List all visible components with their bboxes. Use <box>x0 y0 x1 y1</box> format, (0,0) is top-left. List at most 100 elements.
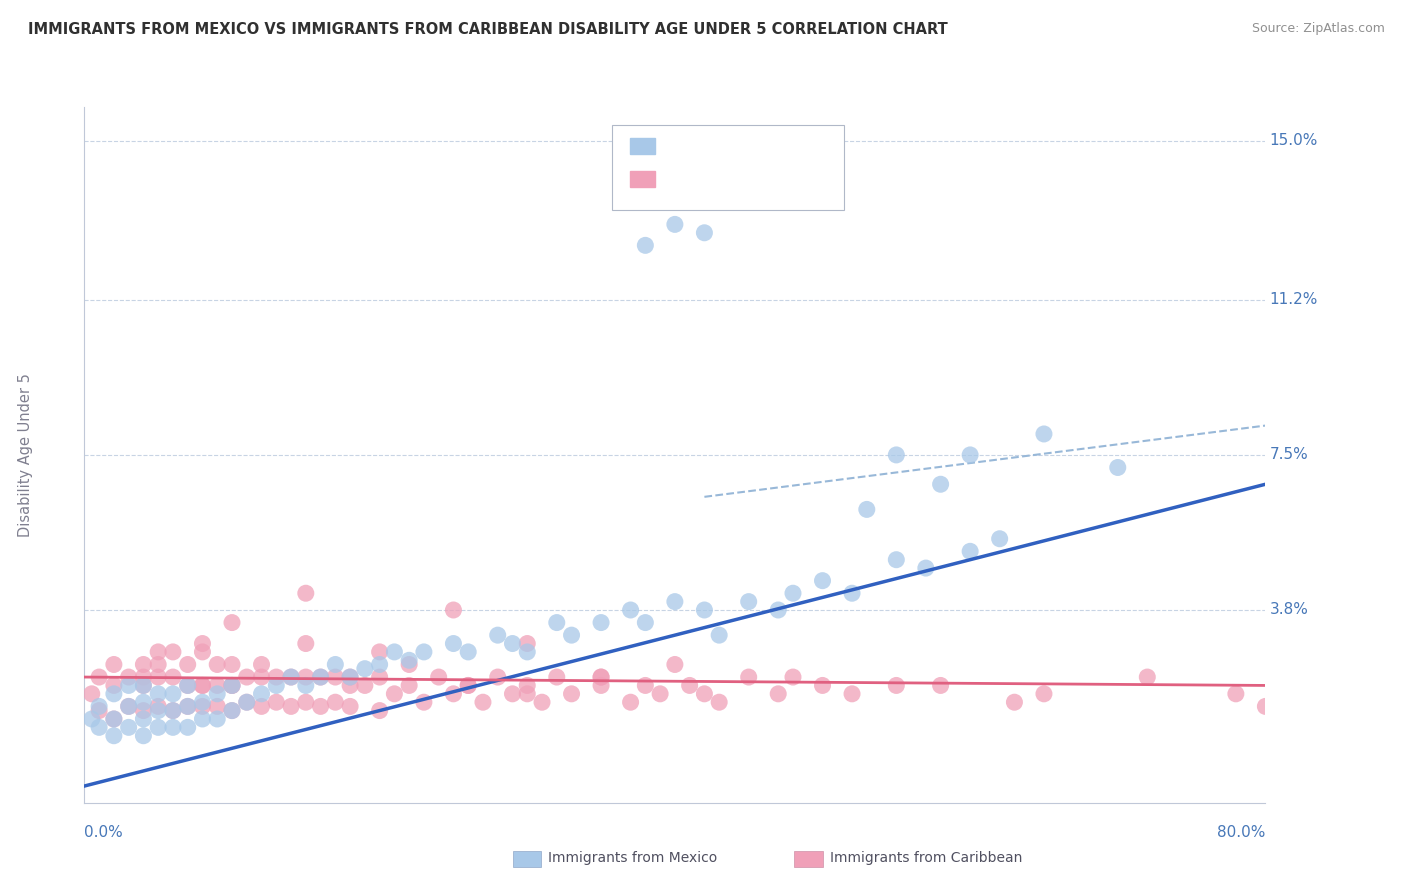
Point <box>191 678 214 692</box>
Text: 3.8%: 3.8% <box>1270 602 1309 617</box>
Point <box>132 729 155 743</box>
Point <box>132 657 155 672</box>
Point <box>221 678 243 692</box>
Point <box>693 226 716 240</box>
Point <box>619 603 641 617</box>
Text: 11.2%: 11.2% <box>1270 293 1317 308</box>
Point <box>191 678 214 692</box>
Point <box>103 678 125 692</box>
Text: 7.5%: 7.5% <box>1270 448 1309 462</box>
Point <box>398 657 420 672</box>
Point <box>886 552 908 566</box>
Point <box>221 704 243 718</box>
Point <box>339 678 361 692</box>
Point <box>221 678 243 692</box>
Text: R =  0.483   N = 87: R = 0.483 N = 87 <box>664 138 799 153</box>
Point <box>382 645 406 659</box>
Point <box>855 502 877 516</box>
Point <box>264 695 288 709</box>
Point <box>619 695 641 709</box>
Point <box>118 720 141 734</box>
Point <box>309 670 332 684</box>
Point <box>118 699 141 714</box>
Point <box>398 678 420 692</box>
Point <box>132 704 155 718</box>
Point <box>1254 699 1277 714</box>
Point <box>148 704 170 718</box>
Point <box>162 670 184 684</box>
Point <box>841 586 863 600</box>
Point <box>914 561 936 575</box>
Point <box>959 448 981 462</box>
Point <box>678 678 700 692</box>
Point <box>339 699 361 714</box>
Point <box>132 678 155 692</box>
Point <box>118 678 141 692</box>
Point <box>988 532 1011 546</box>
Point <box>1225 687 1247 701</box>
Point <box>693 687 716 701</box>
Point <box>457 678 479 692</box>
Point <box>1107 460 1129 475</box>
Point <box>103 712 125 726</box>
Point <box>80 712 103 726</box>
Point <box>205 678 228 692</box>
Point <box>530 695 553 709</box>
Point <box>546 615 568 630</box>
Point <box>118 670 141 684</box>
Point <box>354 678 377 692</box>
Point <box>177 657 200 672</box>
Point <box>191 636 214 650</box>
Point <box>148 720 170 734</box>
Point <box>162 645 184 659</box>
Point <box>441 687 464 701</box>
Point <box>457 678 479 692</box>
Point <box>103 657 125 672</box>
Point <box>959 544 981 558</box>
Point <box>516 678 538 692</box>
Point <box>738 594 761 608</box>
Point <box>782 670 804 684</box>
Text: 0.0%: 0.0% <box>84 825 124 840</box>
Point <box>591 670 613 684</box>
Point <box>250 687 273 701</box>
Point <box>132 695 155 709</box>
Text: IMMIGRANTS FROM MEXICO VS IMMIGRANTS FROM CARIBBEAN DISABILITY AGE UNDER 5 CORRE: IMMIGRANTS FROM MEXICO VS IMMIGRANTS FRO… <box>28 22 948 37</box>
Point <box>634 678 657 692</box>
Point <box>368 645 391 659</box>
Point <box>339 670 361 684</box>
Point <box>1032 427 1054 442</box>
Point <box>295 695 318 709</box>
Point <box>309 670 332 684</box>
Point <box>382 687 406 701</box>
Point <box>591 670 613 684</box>
Point <box>560 687 583 701</box>
Point <box>501 636 523 650</box>
Point <box>148 670 170 684</box>
Point <box>1004 695 1026 709</box>
Point <box>162 720 184 734</box>
Point <box>486 628 509 642</box>
Point <box>118 699 141 714</box>
Point <box>634 238 657 252</box>
Point <box>191 645 214 659</box>
Point <box>87 704 111 718</box>
Point <box>427 670 450 684</box>
Point <box>634 615 657 630</box>
Point <box>87 670 111 684</box>
Point <box>221 657 243 672</box>
Point <box>768 687 790 701</box>
Point <box>177 678 200 692</box>
Point <box>664 218 686 232</box>
Point <box>441 636 464 650</box>
Point <box>250 670 273 684</box>
Point <box>398 653 420 667</box>
Text: Disability Age Under 5: Disability Age Under 5 <box>18 373 32 537</box>
Point <box>368 670 391 684</box>
Point <box>709 695 731 709</box>
Text: R = -0.019   N = 99: R = -0.019 N = 99 <box>664 171 800 186</box>
Point <box>205 687 228 701</box>
Point <box>323 695 347 709</box>
Point <box>264 670 288 684</box>
Point <box>221 704 243 718</box>
